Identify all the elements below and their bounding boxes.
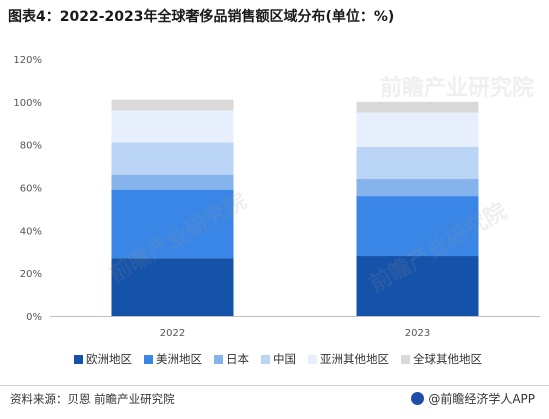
legend-swatch xyxy=(144,354,153,364)
bar-segment-2022-2 xyxy=(111,174,234,190)
legend-item: 亚洲其他地区 xyxy=(308,351,389,367)
bar-segment-2023-3 xyxy=(356,146,479,179)
bar-segment-2022-1 xyxy=(111,189,234,259)
bar-segment-2022-4 xyxy=(111,110,234,143)
legend-label: 全球其他地区 xyxy=(413,352,482,366)
bar-segment-2022-0 xyxy=(111,258,234,316)
bar-segment-2023-5 xyxy=(356,101,479,113)
chart-title: 图表4：2022-2023年全球奢侈品销售额区域分布(单位：%) xyxy=(8,9,395,25)
bar-segment-2023-4 xyxy=(356,112,479,147)
x-tick-label: 2023 xyxy=(405,328,430,339)
y-tick-label: 120% xyxy=(13,55,42,66)
legend-item: 日本 xyxy=(214,351,249,367)
footer-divider xyxy=(0,385,549,386)
legend-label: 中国 xyxy=(273,352,296,366)
y-tick-label: 60% xyxy=(20,184,42,195)
y-tick-label: 0% xyxy=(26,312,42,323)
bar-segment-2023-1 xyxy=(356,196,479,257)
brand-text: @前瞻经济学人APP xyxy=(428,392,535,406)
y-tick-label: 40% xyxy=(20,226,42,237)
legend-item: 美洲地区 xyxy=(144,351,202,367)
legend-item: 欧洲地区 xyxy=(74,351,132,367)
bar-segment-2022-3 xyxy=(111,142,234,175)
stacked-bar-chart: 0% 20% 40% 60% 80% 100% 120% 2022 2023 xyxy=(13,55,540,339)
legend-label: 日本 xyxy=(226,352,249,366)
source-note: 资料来源：贝恩 前瞻产业研究院 xyxy=(10,392,175,406)
chart-legend: 欧洲地区 美洲地区 日本 中国 亚洲其他地区 全球其他地区 xyxy=(74,351,482,367)
legend-item: 全球其他地区 xyxy=(401,351,482,367)
bar-segment-2022-5 xyxy=(111,99,234,111)
legend-swatch xyxy=(74,354,83,364)
bar-segment-2023-0 xyxy=(356,256,479,316)
brand-label: @前瞻经济学人APP xyxy=(411,390,535,407)
legend-swatch xyxy=(214,354,223,364)
legend-swatch xyxy=(401,354,410,364)
legend-swatch xyxy=(261,354,270,364)
legend-label: 亚洲其他地区 xyxy=(320,352,389,366)
legend-item: 中国 xyxy=(261,351,296,367)
legend-label: 美洲地区 xyxy=(156,352,202,366)
bar-segment-2023-2 xyxy=(356,178,479,197)
y-tick-label: 80% xyxy=(20,141,42,152)
brand-logo-icon xyxy=(411,392,425,405)
y-tick-label: 100% xyxy=(13,98,42,109)
legend-label: 欧洲地区 xyxy=(86,352,132,366)
legend-swatch xyxy=(308,354,317,364)
y-tick-label: 20% xyxy=(20,269,42,280)
x-tick-label: 2022 xyxy=(160,328,185,339)
